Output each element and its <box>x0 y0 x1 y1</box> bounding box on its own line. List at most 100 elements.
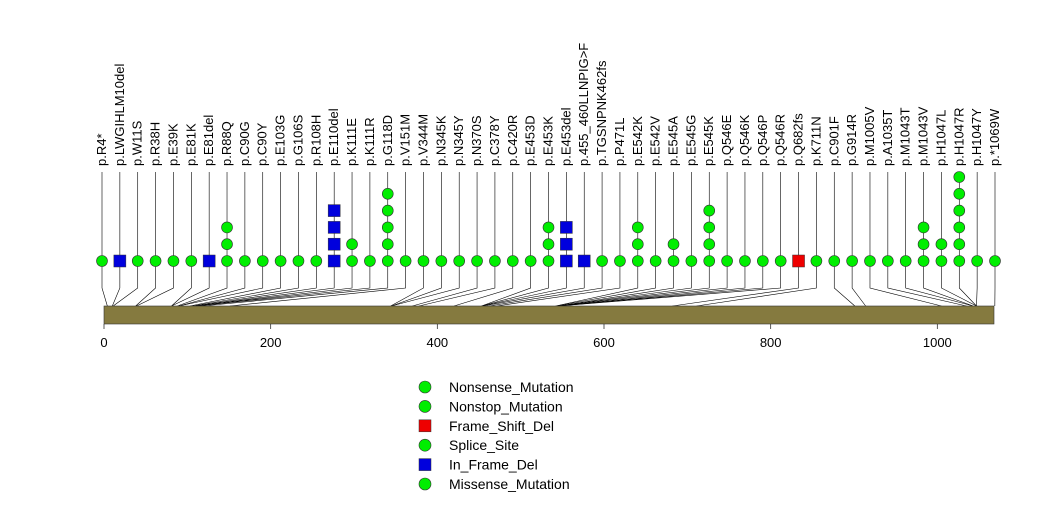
mutation-label: p.N370S <box>469 115 484 166</box>
connector-line <box>558 261 674 307</box>
connector-line <box>558 261 746 307</box>
connector-line <box>391 261 442 307</box>
mutation-marker <box>542 221 555 234</box>
connector-line <box>481 261 549 307</box>
mutation-label: p.C90Y <box>255 122 270 166</box>
mutation-marker <box>96 255 108 267</box>
mutation-marker <box>560 237 573 251</box>
connector-line <box>390 261 424 307</box>
connector-line <box>193 261 317 307</box>
connector-line <box>112 261 121 307</box>
mutation-label: p.C378Y <box>487 115 502 166</box>
mutation-marker <box>381 255 394 267</box>
mutation-marker <box>292 255 305 267</box>
mutation-marker <box>971 255 983 267</box>
connector-line <box>941 261 977 307</box>
connector-line <box>976 261 978 307</box>
connector-line <box>558 261 692 307</box>
connector-line <box>887 261 967 307</box>
connector-line <box>555 261 639 307</box>
mutation-marker <box>828 255 841 267</box>
mutation-label: p.E81K <box>183 123 198 166</box>
mutation-label: p.*1069W <box>987 108 1002 166</box>
axis-tick-label: 400 <box>426 335 448 350</box>
mutation-marker <box>989 255 1001 267</box>
mutation-label: p.R108H <box>308 115 323 166</box>
connector-line <box>869 261 942 307</box>
connector-line <box>418 261 496 307</box>
connector-line <box>558 261 781 307</box>
mutation-marker <box>542 255 555 267</box>
mutation-label: p.G914R <box>844 114 859 166</box>
mutation-marker <box>739 255 751 267</box>
mutation-label: p.E103G <box>273 115 288 166</box>
mutation-marker <box>846 255 858 267</box>
mutation-marker <box>757 255 769 267</box>
mutation-label: p.H1047L <box>933 110 948 166</box>
connector-line <box>483 261 585 307</box>
connector-line <box>905 261 974 307</box>
mutation-marker <box>524 255 537 267</box>
connector-line <box>672 261 799 307</box>
mutation-marker <box>577 254 591 268</box>
mutation-label: p.E39K <box>165 123 180 166</box>
mutation-label: p.P471L <box>612 118 627 166</box>
mutation-label: p.R38H <box>148 122 163 166</box>
mutation-marker <box>953 171 966 183</box>
mutation-label: p.G106S <box>290 114 305 166</box>
mutation-marker <box>327 237 341 251</box>
legend-swatch <box>418 400 432 413</box>
mutation-label: p.E453D <box>523 115 538 166</box>
mutation-label: p.V344M <box>415 114 430 166</box>
mutation-marker <box>667 238 680 250</box>
mutation-label: p.K111E <box>344 118 359 166</box>
mutation-marker <box>917 221 930 234</box>
legend-label: Nonstop_Mutation <box>449 398 563 414</box>
connector-line <box>192 261 299 307</box>
connector-line <box>171 261 210 307</box>
mutation-marker <box>882 255 894 267</box>
mutation-marker <box>953 255 966 267</box>
mutation-markers <box>96 171 1001 268</box>
mutation-label: p.Q546E <box>719 114 734 166</box>
mutation-marker <box>703 255 716 267</box>
mutation-label: p.N345Y <box>451 115 466 166</box>
mutation-marker <box>381 221 394 234</box>
connector-line <box>558 261 728 307</box>
axis-tick-label: 200 <box>260 335 282 350</box>
mutation-marker <box>310 255 323 267</box>
mutation-marker <box>435 255 448 267</box>
connector-line <box>555 261 656 307</box>
connector-line <box>196 261 353 307</box>
mutation-marker <box>346 238 358 250</box>
connector-line <box>136 261 174 307</box>
mutation-label: p.E453K <box>541 116 556 166</box>
connector-line <box>496 261 621 307</box>
mutation-label: p.C90G <box>237 121 252 166</box>
connector-line <box>696 261 817 307</box>
mutation-marker <box>202 254 216 268</box>
mutation-marker <box>649 255 662 267</box>
mutation-marker <box>381 204 394 217</box>
mutation-marker <box>899 255 912 267</box>
protein-domain-bar <box>103 305 995 325</box>
mutation-marker <box>560 221 573 234</box>
connector-line <box>481 261 567 307</box>
mutation-marker <box>489 255 501 267</box>
connector-line <box>195 261 335 307</box>
mutation-marker <box>167 255 180 267</box>
mutation-marker <box>346 255 358 267</box>
mutation-label: p.C420R <box>505 115 520 166</box>
mutation-label: p.E545K <box>701 116 716 166</box>
mutation-marker <box>131 255 144 267</box>
mutation-marker <box>327 221 341 234</box>
mutation-marker <box>667 255 680 267</box>
connector-line <box>178 261 246 307</box>
mutation-marker <box>221 238 233 250</box>
mutation-label: p.N345K <box>433 115 448 166</box>
mutation-marker <box>185 255 198 267</box>
mutation-marker <box>239 255 251 267</box>
mutation-marker <box>953 238 966 250</box>
mutation-marker <box>953 204 966 217</box>
mutation-marker <box>542 238 555 250</box>
